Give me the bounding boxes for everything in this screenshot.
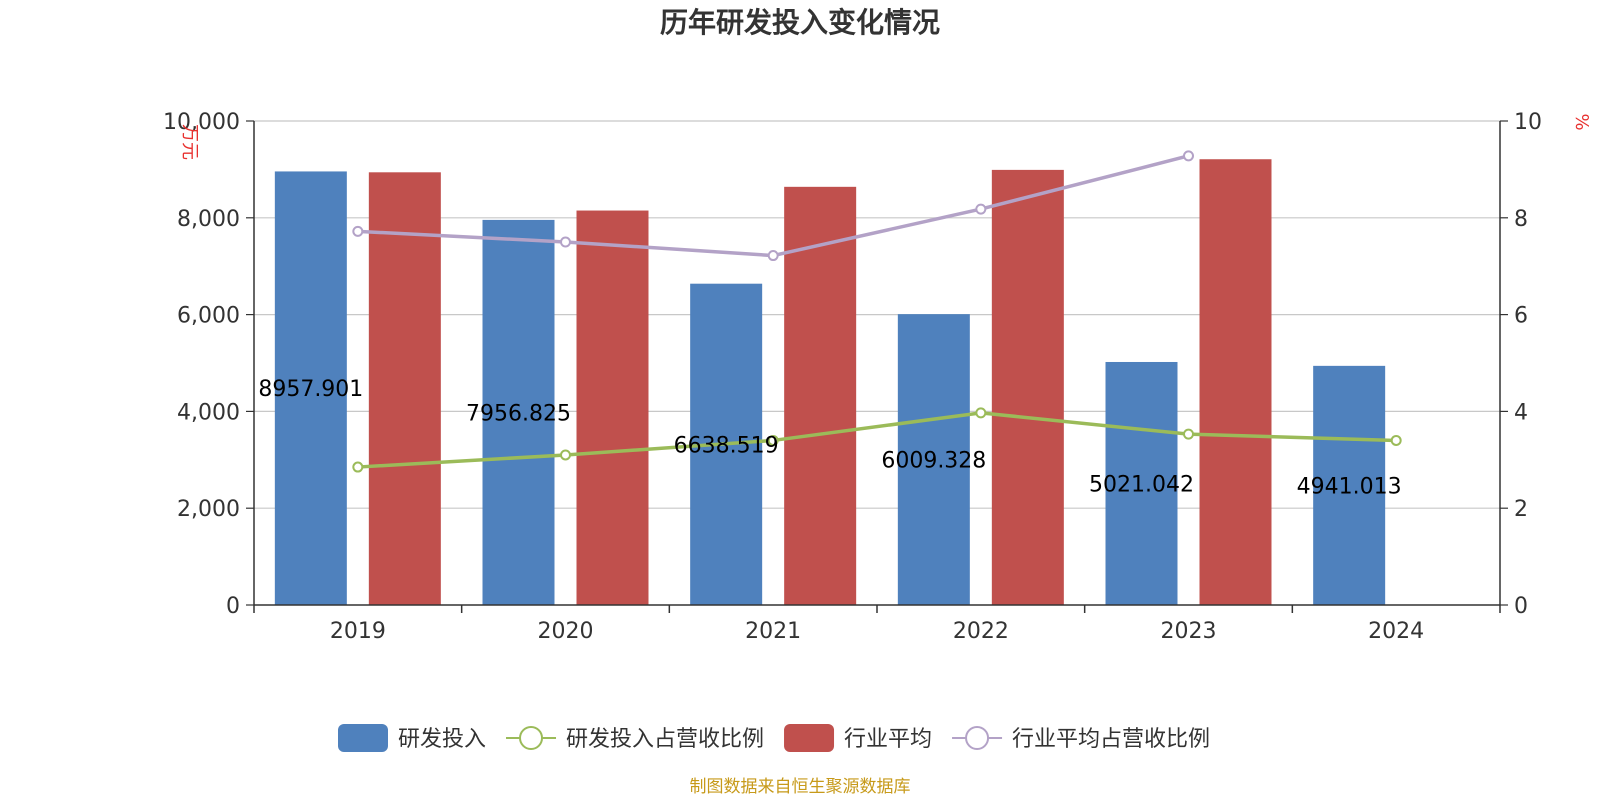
rd-ratio-line [357, 411, 1397, 469]
industry-ratio-point [560, 236, 571, 248]
x-axis-tick-label: 2024 [1368, 619, 1424, 644]
bar-rd-investment [1105, 361, 1178, 605]
bar-rd-investment [274, 171, 347, 605]
bar-rd-investment [482, 219, 555, 606]
bar-data-label: 5021.042 [1089, 472, 1194, 497]
bar-data-label: 6638.519 [674, 433, 779, 458]
bar-data-label: 4941.013 [1297, 474, 1402, 499]
bar-data-label: 6009.328 [881, 449, 986, 474]
right-axis-tick-label: 0 [1514, 594, 1528, 619]
bar-rd-investment [1313, 365, 1386, 605]
legend-label: 行业平均占营收比例 [1012, 727, 1210, 752]
bar-industry-average [576, 210, 649, 606]
right-axis-unit: % [1571, 113, 1592, 130]
rd-ratio-point [1183, 428, 1194, 440]
rd-ratio-point [975, 407, 987, 419]
left-axis-tick-label: 6,000 [177, 304, 240, 329]
right-axis-tick-label: 2 [1514, 497, 1528, 522]
left-axis-unit: 万元 [179, 124, 200, 160]
x-axis-tick-label: 2021 [745, 619, 801, 644]
legend-marker [519, 726, 544, 750]
ratio-lines [352, 150, 1402, 473]
industry-ratio-point [1183, 150, 1194, 162]
right-axis-tick-label: 4 [1514, 400, 1528, 425]
left-axis-tick-label: 2,000 [177, 497, 240, 522]
industry-ratio-line [357, 154, 1189, 258]
right-axis-tick-label: 8 [1514, 207, 1528, 232]
legend-label: 研发投入占营收比例 [566, 727, 764, 752]
x-axis-tick-label: 2019 [330, 619, 386, 644]
source-footer: 制图数据来自恒生聚源数据库 [690, 777, 911, 797]
industry-ratio-point [767, 250, 779, 262]
rd-ratio-point [767, 434, 779, 446]
data-labels: 8957.901 7956.825 6638.519 6009.328 5021.042… [258, 377, 1401, 499]
axes: 0 2,000 4,000 6,000 8,000 10,000 0 2 4 6 8 10 2019 20… [163, 110, 1542, 644]
industry-ratio-point [975, 203, 987, 215]
rd-ratio-point [560, 449, 571, 461]
left-axis-tick-label: 0 [226, 594, 240, 619]
bar-data-label: 7956.825 [466, 401, 571, 426]
legend-label: 研发投入 [398, 727, 486, 752]
bar-industry-average [368, 172, 441, 605]
bar-industry-average [991, 169, 1064, 605]
x-axis-tick-label: 2023 [1161, 619, 1217, 644]
bars [274, 159, 1386, 606]
rd-ratio-point [352, 461, 364, 473]
left-axis-tick-label: 4,000 [177, 400, 240, 425]
right-axis-tick-label: 6 [1514, 304, 1528, 329]
right-axis-tick-label: 10 [1514, 110, 1542, 135]
legend-label: 行业平均 [844, 727, 932, 752]
bar-industry-average [1199, 159, 1272, 605]
left-axis-tick-label: 8,000 [177, 207, 240, 232]
legend-marker [965, 726, 990, 750]
x-axis-tick-label: 2020 [538, 619, 594, 644]
left-axis-tick-label: 10,000 [163, 110, 240, 135]
grid-lines [254, 120, 1500, 509]
rd-ratio-point [1390, 434, 1402, 446]
bar-industry-average [784, 186, 857, 605]
legend-bar-swatch [784, 724, 835, 752]
legend: 研发投入 研发投入占营收比例 行业平均 行业平均占营收比例 [338, 724, 1210, 752]
chart-title: 历年研发投入变化情况 [660, 6, 940, 39]
industry-ratio-point [352, 225, 364, 237]
x-axis-tick-label: 2022 [953, 619, 1009, 644]
bar-data-label: 8957.901 [258, 377, 363, 402]
legend-bar-swatch [338, 724, 388, 752]
bar-rd-investment [897, 314, 970, 605]
